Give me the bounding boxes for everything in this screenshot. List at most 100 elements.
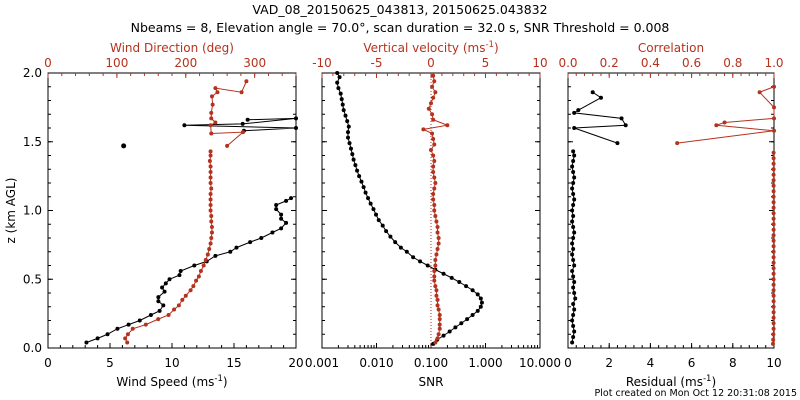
data-point [436, 241, 441, 246]
data-point [433, 340, 438, 345]
data-point [771, 150, 776, 155]
bottom-tick-label: 0.010 [359, 356, 393, 370]
upper-data-point [772, 84, 776, 89]
upper-data-point [294, 126, 298, 130]
data-point [340, 102, 345, 107]
data-point [457, 280, 462, 284]
upper-data-point [722, 120, 727, 125]
data-point [435, 303, 440, 308]
data-point [388, 234, 393, 239]
data-point [180, 297, 185, 302]
data-point [771, 332, 776, 337]
data-point [771, 194, 776, 199]
upper-data-point [294, 116, 298, 121]
upper-data-point [576, 108, 581, 113]
data-point [478, 296, 483, 301]
data-point [177, 273, 182, 278]
series-vertical-velocity [421, 73, 450, 345]
data-point [279, 212, 284, 217]
data-point [431, 192, 436, 196]
data-point [357, 174, 362, 179]
data-point [570, 252, 575, 257]
data-point [771, 238, 776, 243]
panel-3: 0 2 4 6 8 10 0.0 0.2 0.4 0.6 0.8 1.0 Residual (ms-1)… [558, 41, 783, 389]
data-point [571, 258, 576, 262]
data-point [437, 326, 442, 331]
data-point [771, 266, 776, 271]
data-point [163, 281, 168, 286]
data-point [429, 101, 433, 106]
data-point [770, 341, 775, 346]
data-point [571, 324, 576, 328]
data-point [570, 208, 575, 213]
data-point [279, 226, 284, 231]
data-point [259, 236, 264, 240]
data-point [123, 336, 128, 341]
data-point [771, 227, 776, 232]
data-point [289, 196, 294, 201]
upper-series-line [572, 91, 627, 144]
data-point [368, 201, 373, 206]
data-point [208, 181, 213, 185]
data-point [279, 216, 284, 221]
data-point [434, 219, 439, 224]
data-point [433, 258, 438, 262]
data-point [115, 326, 120, 331]
data-point [572, 280, 577, 284]
data-point [421, 127, 426, 132]
data-point [432, 159, 437, 163]
title-line-2: Nbeams = 8, Elevation angle = 70.0°, sca… [131, 20, 670, 35]
data-point [465, 317, 470, 322]
data-point [167, 277, 172, 282]
data-point [464, 284, 469, 289]
data-point [432, 274, 437, 279]
data-point [274, 207, 279, 212]
bottom-axis-title: Wind Speed (ms-1) [116, 374, 227, 389]
data-point [571, 313, 576, 317]
data-point [343, 113, 348, 118]
data-point [432, 208, 437, 213]
data-point [178, 269, 183, 273]
bottom-tick-label: 2 [605, 356, 613, 370]
data-point [336, 86, 341, 91]
data-point [234, 245, 239, 250]
data-point [470, 288, 475, 293]
data-point [208, 203, 213, 207]
data-point [228, 249, 233, 254]
top-tick-label: 0.6 [682, 56, 701, 70]
data-point [475, 308, 480, 313]
data-point [398, 245, 403, 250]
data-point [432, 142, 437, 147]
data-point [771, 216, 776, 221]
data-point [196, 274, 201, 279]
bottom-tick-label: 0.100 [414, 356, 448, 370]
data-point [431, 197, 436, 202]
data-point [346, 124, 351, 129]
top-axis-title: Correlation [638, 41, 704, 55]
upper-data-point [213, 86, 218, 91]
upper-data-point [240, 121, 245, 126]
data-point [209, 236, 214, 240]
top-tick-label: 100 [105, 56, 128, 70]
data-point [437, 313, 442, 317]
data-point [572, 197, 577, 202]
upper-data-point [209, 94, 214, 99]
y-tick-label: 2.0 [23, 66, 42, 80]
data-point [434, 293, 439, 298]
data-point [771, 178, 776, 183]
upper-data-point [572, 126, 577, 130]
data-point [160, 285, 165, 290]
data-point [572, 291, 577, 295]
top-axis-title: Wind Direction (deg) [110, 41, 234, 55]
data-point [771, 205, 776, 210]
data-point [208, 164, 213, 169]
data-point [435, 336, 440, 341]
data-point [432, 175, 437, 180]
data-point [208, 208, 213, 213]
upper-data-point [209, 110, 214, 115]
data-point [431, 73, 436, 78]
data-point [162, 289, 167, 294]
y-tick-label: 1.5 [23, 135, 42, 149]
data-point [363, 190, 368, 195]
